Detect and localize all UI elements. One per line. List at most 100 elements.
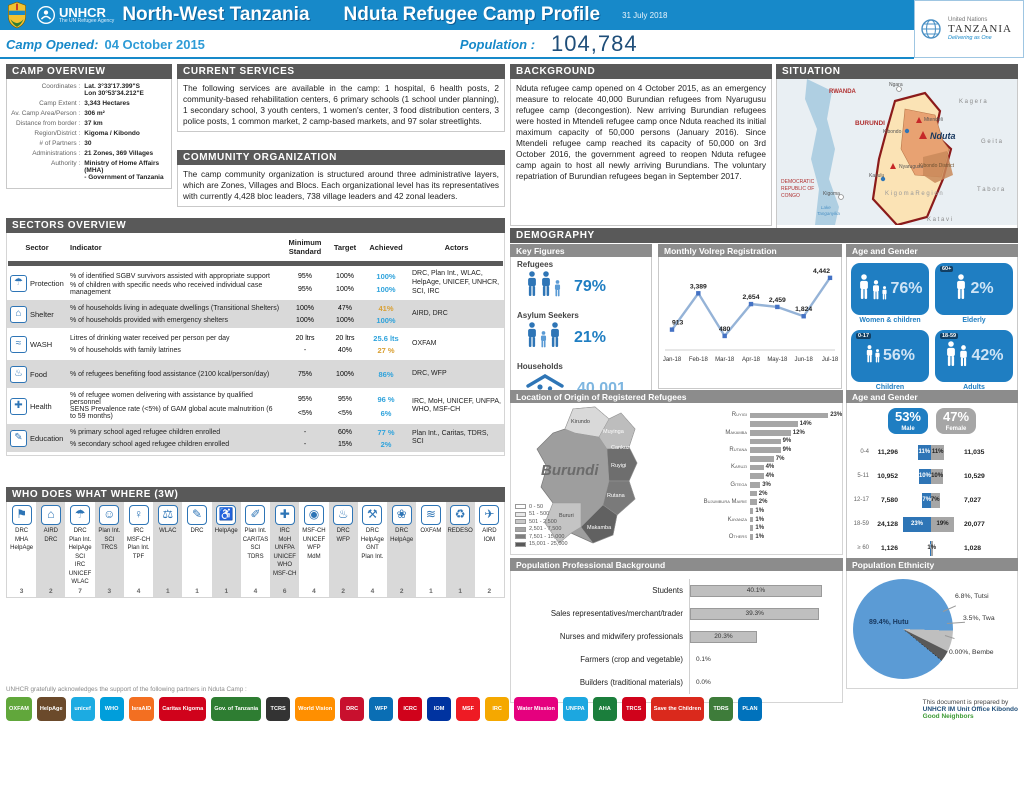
- partner-logo-trcs: TRCS: [621, 697, 646, 721]
- professional-bar: 20.3%: [690, 630, 757, 643]
- professional-category: Sales representatives/merchant/trader: [550, 609, 683, 618]
- svg-text:Kigoma: Kigoma: [823, 191, 840, 197]
- person-icon: [866, 344, 873, 362]
- partner-logo-oxfam: OXFAM: [6, 697, 32, 721]
- origin-bar-row: 9%: [686, 437, 842, 446]
- svg-text:Feb-18: Feb-18: [689, 357, 709, 363]
- indicator-row: % of households with family latrines - 40%…: [67, 344, 409, 356]
- 3w-org: TRCS: [101, 545, 118, 551]
- camp-overview-panel: CAMP OVERVIEW Coordinates : Lat. 3°33'17.…: [6, 64, 172, 189]
- male-count: 7,580: [880, 496, 898, 504]
- age-gender-pyramid-panel: Age and Gender 53% Male 47% Female 0-4 11…: [846, 390, 1018, 565]
- child-protection-icon: ☺: [99, 505, 120, 525]
- un-tz-line3: Delivering as One: [948, 35, 992, 41]
- origin-bar-value: 3%: [762, 481, 771, 488]
- minimum-standard-value: <5%: [297, 409, 313, 417]
- minimum-standard-value: 95%: [297, 395, 312, 403]
- origin-bar-value: 1%: [755, 525, 765, 532]
- sectors-table: Sector Indicator Minimum Standard Target…: [6, 233, 505, 457]
- col-actors: Actors: [444, 242, 469, 252]
- svg-text:Muyinga: Muyinga: [603, 429, 625, 435]
- 3w-partner-count: 4: [312, 587, 316, 595]
- achieved-value: 77 %: [377, 427, 395, 437]
- unhcr-logo-tagline: The UN Refugee Agency: [59, 17, 115, 24]
- svg-text:Jul-18: Jul-18: [822, 357, 839, 363]
- hutu-slice-label: 89.4%, Hutu: [869, 619, 909, 626]
- overview-row: Administrations :21 Zones, 369 Villages: [10, 150, 168, 157]
- actors-cell: DRC, Plan Int., WLAC, HelpAge, UNICEF, U…: [412, 270, 500, 295]
- svg-text:Makamba: Makamba: [587, 525, 612, 531]
- age-gender-card-wrap: 0-17 56% Children: [851, 330, 929, 391]
- pyramid-title: Age and Gender: [846, 390, 1018, 403]
- female-count: 7,027: [964, 496, 982, 504]
- good-neighbors-logo: Good Neighbors: [922, 712, 974, 720]
- wash-icon: ≋: [420, 505, 441, 525]
- gender-badges: 53% Male 47% Female: [847, 403, 1017, 436]
- 3w-column-elderly-and-disability: ♿ HelpAge 1: [211, 502, 241, 597]
- 3w-org: MSF-CH: [126, 536, 151, 543]
- legend-row: 2,501 - 7,500: [515, 526, 568, 534]
- legend-row: 501 - 2,500: [515, 518, 568, 526]
- header-banner: UNHCR The UN Refugee Agency North-West T…: [0, 0, 914, 30]
- 3w-org: AIRD: [482, 528, 497, 534]
- minimum-standard-value: -: [303, 440, 307, 448]
- origin-bar-row: 1%: [686, 524, 842, 533]
- professional-bar: 40.1%: [690, 584, 822, 597]
- achieved-value: 96 %: [377, 394, 395, 404]
- partner-logo-drc: DRC: [340, 697, 365, 721]
- overview-row-value: Kigoma / Kibondo: [84, 130, 140, 137]
- minimum-standard-value: 95%: [297, 285, 312, 293]
- indicator-row: SENS Prevalence rate (<5%) of GAM global…: [67, 406, 409, 420]
- current-services-title: CURRENT SERVICES: [177, 64, 505, 79]
- target-value: 60%: [337, 428, 352, 436]
- transport-logistics-icon: ✈: [479, 505, 500, 525]
- twa-slice-label: 3.5%, Twa: [963, 615, 995, 622]
- svg-text:Kibondo: Kibondo: [883, 129, 902, 135]
- 3w-column-nutrition: ◉ MSF-CH UNICEF WFP MdM 4: [299, 502, 328, 597]
- volrep-panel: Monthly Volrep Registration 913 3,389 480 2…: [658, 244, 842, 389]
- demography-title: DEMOGRAPHY: [510, 228, 1018, 243]
- age-gender-card-wrap: 18-59 42% Adults: [935, 330, 1013, 391]
- origin-bar-chart: Ruyigi 23% 14% Makamba 12% 9% Rutana 9% 7% Karuzi…: [686, 403, 846, 554]
- partner-logo-icrc: ICRC: [398, 697, 423, 721]
- overview-row-value: 21 Zones, 369 Villages: [84, 150, 154, 157]
- education-icon: ✎: [10, 429, 27, 447]
- overview-row-label: Distance from border :: [15, 120, 81, 127]
- overview-row-value: Ministry of Home Affairs (MHA) - Governm…: [84, 160, 164, 181]
- age-band-label: 18-59: [853, 521, 869, 527]
- age-gender-card-wrap: 76% Women & children: [851, 263, 929, 324]
- origin-bar-value: 9%: [782, 447, 792, 454]
- 3w-org: SCI: [75, 553, 86, 560]
- origin-bar-value: 1%: [755, 516, 765, 523]
- background-text: Nduta refugee camp opened on 4 October 2…: [510, 79, 772, 226]
- overview-row-value: Lat. 3°33'17.399"S Lon 30°53'34.212"E: [84, 83, 144, 97]
- 3w-partner-count: 6: [282, 587, 287, 595]
- 3w-partner-count: 1: [165, 587, 170, 595]
- sector-name: Shelter: [30, 309, 54, 319]
- 3w-column-health: ✚ IRC MoH UNFPA UNICEF WHO MSF-CH 6: [270, 502, 300, 597]
- 3w-org: OXFAM: [420, 528, 442, 534]
- male-bar: 11%: [917, 444, 931, 460]
- female-bar-zone: 19%: [931, 516, 962, 532]
- shelter-icon: ⌂: [40, 505, 61, 525]
- 3w-org: SCI: [250, 545, 261, 551]
- sgbv-icon: ♀: [128, 505, 149, 525]
- sector-indicator-rows: % of refugee women delivering with assis…: [67, 390, 409, 422]
- female-percentage: 47%: [943, 409, 970, 424]
- 3w-partner-count: 1: [429, 587, 433, 595]
- female-label: Female: [945, 426, 967, 432]
- female-bar-zone: 1%: [927, 540, 962, 556]
- age-gender-cards-panel: Age and Gender 76% Women & children 60+ 2% E…: [846, 244, 1018, 398]
- partner-logo-gov-of-tanzania: Gov. of Tanzania: [211, 697, 262, 721]
- current-services-text: The following services are available in …: [177, 79, 505, 132]
- minimum-standard-value: 100%: [296, 316, 314, 324]
- origin-bar: [750, 508, 754, 514]
- 3w-grid: ⚑ DRC MHA HelpAge 3 ⌂ AIRD DRC 2 ☂ DRC Plan Int. Hel…: [6, 502, 505, 598]
- overview-row: Distance from border :37 km: [10, 120, 168, 127]
- footer: UNHCR gratefully acknowledges the suppor…: [6, 686, 1018, 721]
- target-value: 20 ltrs: [335, 334, 355, 342]
- overview-row: Coordinates : Lat. 3°33'17.399"S Lon 30°5…: [10, 83, 168, 97]
- livelihoods-icon: ⚒: [362, 505, 383, 525]
- subheader-row: Camp Opened: 04 October 2015 Population …: [6, 31, 911, 56]
- partner-logo-helpage: HelpAge: [36, 697, 66, 721]
